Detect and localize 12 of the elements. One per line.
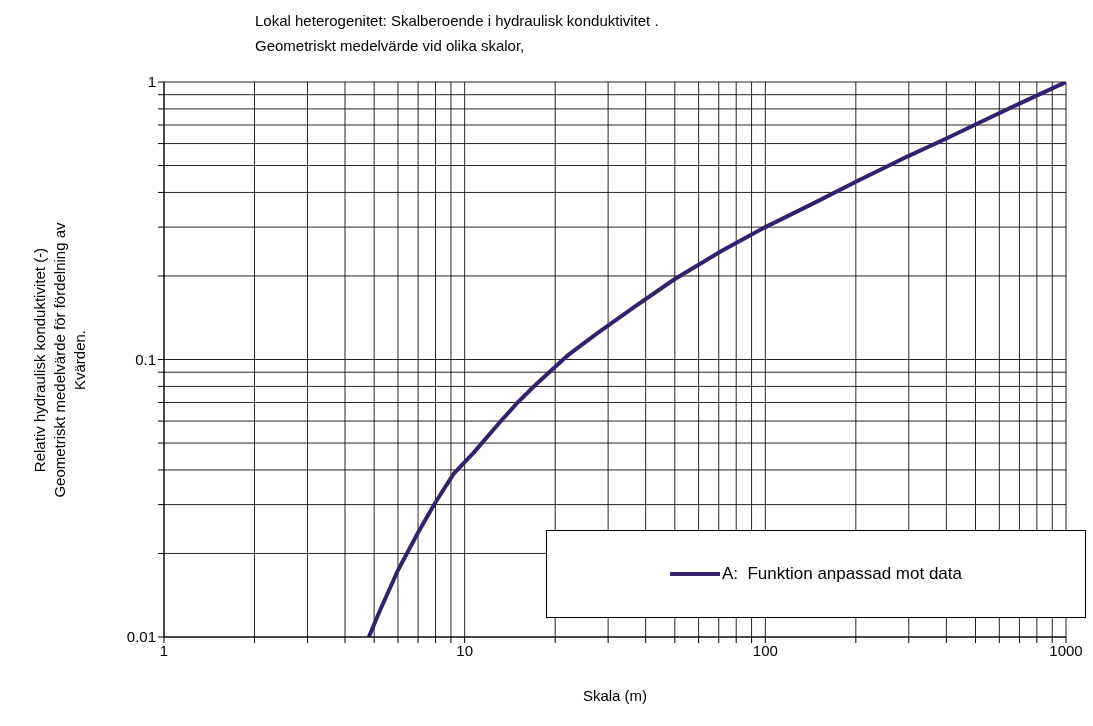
chart-title: Lokal heterogenitet: Skalberoende i hydraulisk konduktivitet . Geometriskt medelvärde vid olika skalor, xyxy=(255,11,659,56)
x-tick-label: 10 xyxy=(456,641,474,659)
y-tick-label: 1 xyxy=(147,73,156,91)
y-axis-title: Relativ hydraulisk konduktivitet (-) Geometriskt medelvärde för fördelning av Kvärden. xyxy=(30,221,89,498)
x-tick-label: 1 xyxy=(159,641,169,659)
legend-panel: A: Funktion anpassad mot data xyxy=(546,530,1086,618)
y-tick-label: 0.01 xyxy=(126,628,156,646)
legend-label: A: Funktion anpassad mot data xyxy=(721,564,963,584)
x-axis-title: Skala (m) xyxy=(582,687,648,704)
y-tick-label: 0.1 xyxy=(135,350,156,368)
x-tick-label: 100 xyxy=(752,641,778,659)
x-tick-label: 1000 xyxy=(1049,641,1083,659)
